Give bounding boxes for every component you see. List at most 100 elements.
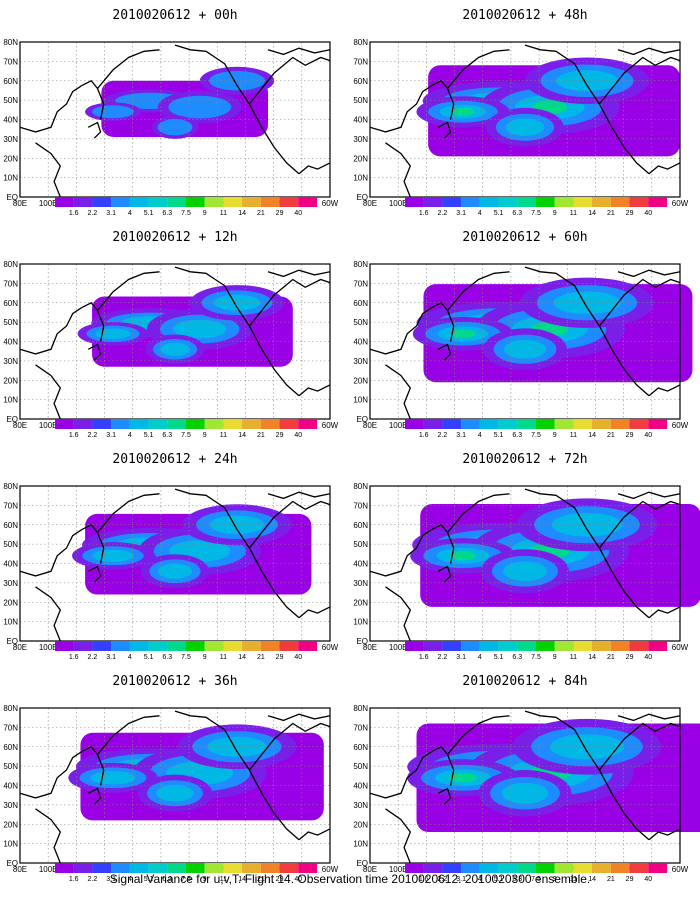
lat-tick-label: 60N	[353, 521, 368, 530]
variance-field	[72, 504, 312, 595]
lon-tick-label: 80E	[363, 421, 377, 430]
graticule	[20, 264, 330, 419]
colorbar-label: 5.1	[494, 210, 504, 217]
colorbar-label: 11	[570, 432, 577, 439]
colorbar-label: 7.5	[181, 432, 191, 439]
colorbar-swatch	[461, 641, 480, 651]
colorbar-swatch	[279, 419, 299, 429]
colorbar-swatch	[536, 641, 555, 651]
lat-tick-label: 50N	[353, 318, 368, 327]
lat-tick-label: 20N	[3, 820, 18, 829]
panel-title: 2010020612 + 60h	[462, 230, 588, 245]
colorbar-label: 3.1	[106, 876, 116, 883]
variance-field	[416, 57, 680, 157]
map-svg: 80N70N60N50N40N30N20N10NEQ80E100E120E140…	[3, 704, 338, 883]
colorbar-swatch	[592, 863, 611, 873]
colorbar-swatch	[148, 197, 168, 207]
lon-tick-label: 60W	[672, 421, 689, 430]
colorbar-label: 4	[128, 210, 132, 217]
colorbar-swatch	[298, 419, 317, 429]
lon-tick-label: 60W	[672, 643, 689, 652]
colorbar-swatch	[55, 419, 74, 429]
lat-tick-label: 30N	[353, 579, 368, 588]
colorbar-swatch	[204, 863, 224, 873]
lat-tick-label: 50N	[3, 318, 18, 327]
colorbar-label: 2.2	[438, 654, 448, 661]
colorbar-label: 11	[220, 432, 227, 439]
colorbar-label: 11	[220, 876, 227, 883]
colorbar-swatch	[167, 197, 186, 207]
colorbar-label: 21	[257, 654, 265, 661]
colorbar-swatch	[573, 197, 593, 207]
colorbar-swatch	[111, 863, 130, 873]
colorbar-swatch	[92, 419, 112, 429]
lat-tick-label: EQ	[6, 415, 18, 424]
colorbar-label: 21	[257, 210, 265, 217]
lat-tick-label: 20N	[353, 598, 368, 607]
lon-tick-label: 60W	[322, 421, 339, 430]
colorbar-swatch	[55, 197, 74, 207]
graticule	[370, 42, 680, 197]
colorbar-label: 14	[588, 210, 596, 217]
colorbar-swatch	[279, 197, 299, 207]
lon-tick-label: 100E	[389, 643, 408, 652]
colorbar-label: 1.6	[69, 654, 79, 661]
colorbar-label: 9	[553, 654, 557, 661]
colorbar-label: 1.6	[419, 654, 429, 661]
colorbar-swatch	[423, 419, 443, 429]
lat-tick-label: 50N	[3, 96, 18, 105]
colorbar-label: 5.1	[494, 876, 504, 883]
map-panel: 2010020612 + 36h 80N 70N 60N 50N 40N 30N 20N 10N…	[0, 666, 350, 888]
colorbar-swatch	[461, 197, 480, 207]
colorbar: 1.6 2.2 3.1 4 5.1 6.3 7.5 9 11 14 21 29 40	[55, 197, 317, 217]
coastlines	[19, 266, 331, 420]
panel-title: 2010020612 + 24h	[112, 452, 238, 467]
lon-tick-label: 80E	[13, 421, 27, 430]
colorbar-swatch	[498, 641, 518, 651]
colorbar-label: 2.2	[88, 432, 98, 439]
lat-tick-label: 10N	[3, 396, 18, 405]
colorbar-swatch	[610, 863, 630, 873]
lat-tick-label: 20N	[353, 820, 368, 829]
colorbar-swatch	[223, 197, 243, 207]
colorbar-label: 3.1	[456, 876, 466, 883]
lat-tick-label: 10N	[353, 174, 368, 183]
colorbar: 1.6 2.2 3.1 4 5.1 6.3 7.5 9 11 14 21 29 40	[55, 419, 317, 439]
colorbar-label: 14	[588, 876, 596, 883]
lat-tick-label: 60N	[353, 299, 368, 308]
colorbar-label: 6.3	[512, 654, 522, 661]
colorbar-swatch	[573, 863, 593, 873]
figure-caption: Signal Variance for u,v,T. Flight 14. Ob…	[109, 872, 591, 886]
colorbar-label: 7.5	[531, 654, 541, 661]
lat-tick-label: 80N	[3, 704, 18, 713]
colorbar-swatch	[298, 641, 317, 651]
colorbar-swatch	[73, 419, 93, 429]
lat-tick-label: 20N	[3, 598, 18, 607]
colorbar-label: 4	[478, 210, 482, 217]
colorbar-swatch	[592, 197, 611, 207]
colorbar-swatch	[279, 863, 299, 873]
colorbar-swatch	[186, 419, 205, 429]
lat-tick-label: 60N	[3, 521, 18, 530]
colorbar: 1.6 2.2 3.1 4 5.1 6.3 7.5 9 11 14 21 29 40	[55, 641, 317, 661]
lat-tick-label: 70N	[353, 501, 368, 510]
colorbar-label: 40	[294, 210, 302, 217]
colorbar: 1.6 2.2 3.1 4 5.1 6.3 7.5 9 11 14 21 29 40	[55, 863, 317, 883]
colorbar-label: 40	[294, 876, 302, 883]
lon-tick-label: 100E	[389, 865, 408, 874]
colorbar-swatch	[148, 641, 168, 651]
lon-tick-label: 60W	[322, 643, 339, 652]
coastlines	[369, 44, 681, 198]
lat-tick-label: EQ	[356, 637, 368, 646]
colorbar-label: 3.1	[456, 654, 466, 661]
lat-tick-label: 10N	[3, 618, 18, 627]
colorbar-swatch	[479, 641, 499, 651]
colorbar-label: 14	[238, 210, 246, 217]
lat-tick-label: 70N	[3, 501, 18, 510]
colorbar-label: 7.5	[531, 876, 541, 883]
colorbar-swatch	[111, 641, 130, 651]
lat-tick-label: EQ	[356, 193, 368, 202]
colorbar-label: 11	[570, 654, 577, 661]
colorbar-label: 3.1	[106, 654, 116, 661]
colorbar-label: 21	[257, 876, 265, 883]
